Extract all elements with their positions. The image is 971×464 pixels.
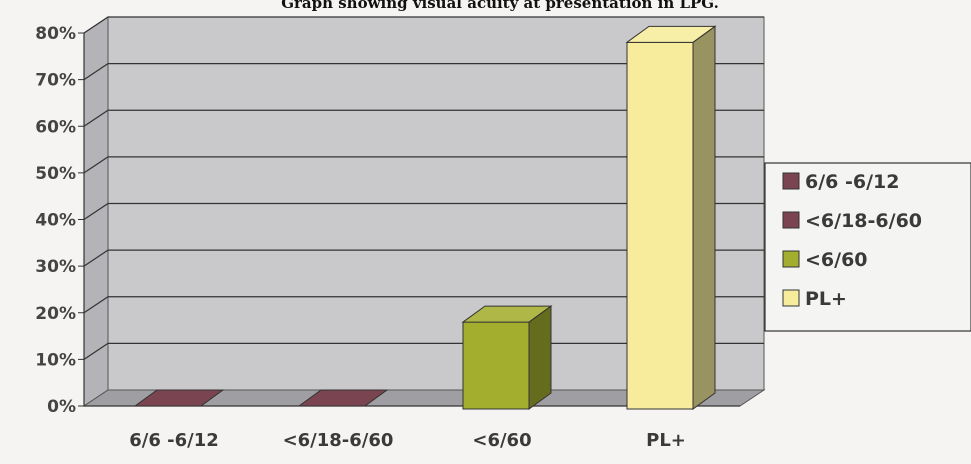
- bar-side: [692, 25, 716, 410]
- y-tick-label: 20%: [35, 304, 76, 324]
- x-tick-label: <6/60: [472, 430, 531, 451]
- bar: [461, 305, 553, 410]
- y-tick-label: 60%: [35, 117, 76, 137]
- legend: 6/6 -6/12 <6/18-6/60 <6/60 PL+: [764, 162, 971, 332]
- axis-labels: 0% 10% 20% 30% 40% 50% 60% 70% 80% 6/6 -6/12 <6/18…: [35, 24, 686, 451]
- y-tick-label: 10%: [35, 350, 76, 370]
- bars: [133, 25, 717, 410]
- legend-label: 6/6 -6/12: [805, 171, 899, 193]
- chart-title: Graph showing visual acuity at presentat…: [281, 0, 719, 12]
- bar-front: [626, 41, 694, 410]
- bar: [625, 25, 717, 410]
- legend-label: PL+: [805, 288, 847, 310]
- x-tick-label: PL+: [646, 430, 686, 451]
- gridline: [83, 202, 764, 220]
- bar-top: [133, 389, 225, 407]
- bar-front: [462, 321, 530, 410]
- y-tick-label: 0%: [47, 397, 76, 417]
- bar-top: [625, 25, 717, 43]
- y-tick-label: 30%: [35, 257, 76, 277]
- legend-swatch: [782, 211, 800, 229]
- gridline: [83, 63, 764, 81]
- x-tick-label: 6/6 -6/12: [129, 430, 219, 451]
- y-tick-label: 40%: [35, 211, 76, 231]
- y-tick-label: 70%: [35, 71, 76, 91]
- gridline: [83, 16, 764, 34]
- bar: [297, 389, 389, 407]
- gridline: [83, 109, 764, 127]
- gridline: [83, 249, 764, 267]
- x-tick-label: <6/18-6/60: [283, 430, 394, 451]
- legend-swatch: [782, 250, 800, 268]
- bar-top: [461, 305, 553, 323]
- legend-swatch: [782, 172, 800, 190]
- legend-label: <6/18-6/60: [805, 210, 922, 232]
- plot-area: [78, 16, 766, 407]
- legend-swatch: [782, 289, 800, 307]
- gridline: [83, 296, 764, 314]
- bar: [133, 389, 225, 407]
- bar-top: [297, 389, 389, 407]
- legend-label: <6/60: [805, 249, 868, 271]
- bar-side: [528, 305, 552, 410]
- gridline: [83, 156, 764, 174]
- y-tick-label: 80%: [35, 24, 76, 44]
- y-tick-label: 50%: [35, 164, 76, 184]
